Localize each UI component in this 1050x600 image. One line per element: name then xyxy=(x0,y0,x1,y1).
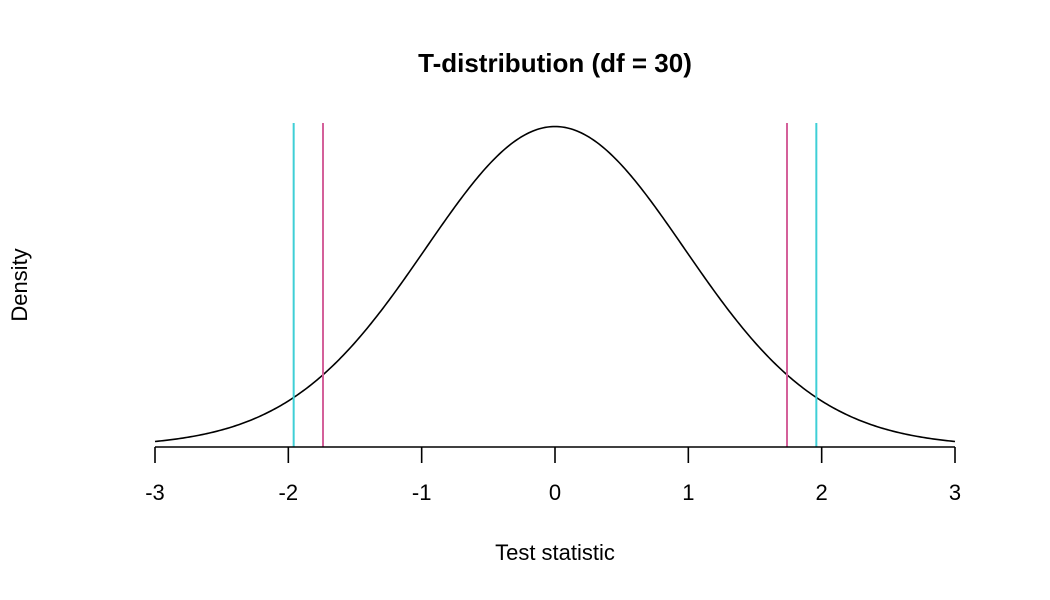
x-tick-label: -2 xyxy=(279,480,299,505)
x-tick-label: -3 xyxy=(145,480,165,505)
y-axis-label: Density xyxy=(7,248,32,321)
plot-area xyxy=(154,123,956,447)
density-curve xyxy=(154,125,956,443)
x-tick-label: 2 xyxy=(816,480,828,505)
x-tick-label: 1 xyxy=(682,480,694,505)
chart-title: T-distribution (df = 30) xyxy=(418,48,692,78)
x-axis-label: Test statistic xyxy=(495,540,615,565)
x-tick-label: 3 xyxy=(949,480,961,505)
x-axis: -3 -2 -1 0 1 2 3 xyxy=(145,446,961,505)
x-tick-label: -1 xyxy=(412,480,432,505)
x-tick-label: 0 xyxy=(549,480,561,505)
